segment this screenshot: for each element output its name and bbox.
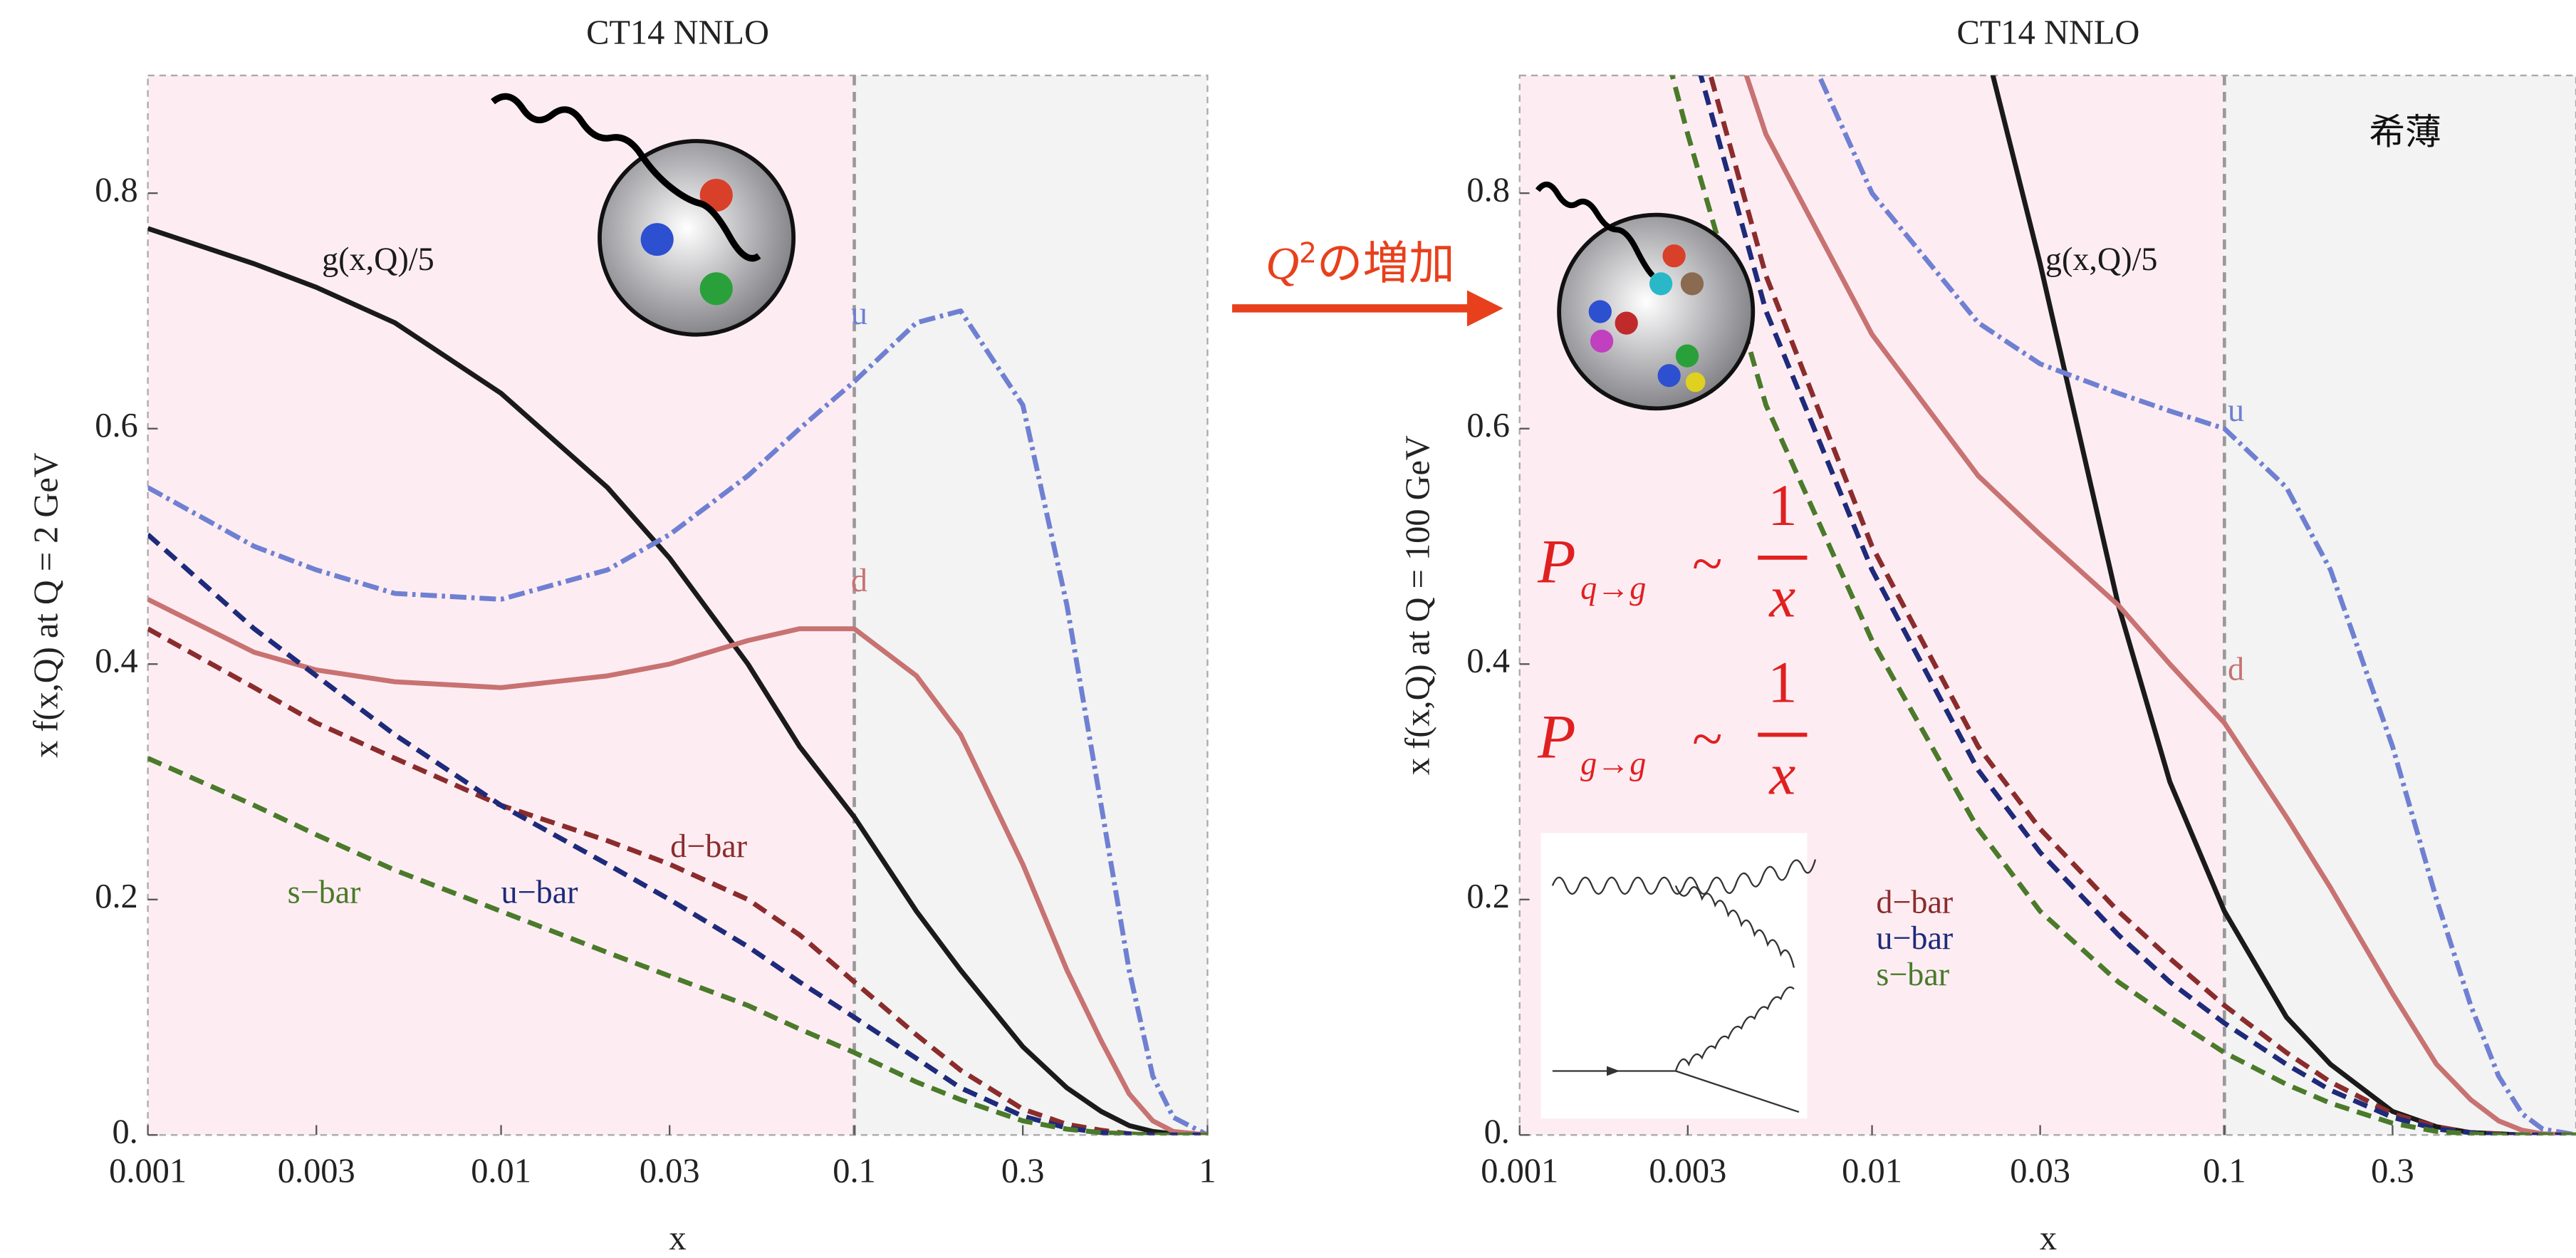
formula: P g→g ~ 1 x	[1537, 650, 1808, 806]
x-tick-label: 0.03	[2010, 1153, 2070, 1190]
y-axis-label: x f(x,Q) at Q = 100 GeV	[1399, 435, 1436, 775]
series-label: d−bar	[670, 828, 747, 864]
curve	[147, 597, 1208, 1135]
series-label: d	[2228, 651, 2244, 687]
x-tick-label: 0.1	[2203, 1153, 2246, 1190]
curve	[147, 532, 1208, 1135]
chart-title: CT14 NNLO	[586, 14, 769, 52]
y-tick-label: 0.8	[95, 171, 138, 209]
chart-title: CT14 NNLO	[1957, 14, 2140, 52]
plot-frame	[147, 74, 1209, 1136]
proton-icon	[491, 93, 796, 337]
decorations: Q2の増加 希薄 P q→g ~ 1 x P g→g ~ 1 x	[491, 93, 2441, 1119]
y-tick-label: 0.6	[1466, 407, 1510, 445]
x-tick-label: 0.001	[109, 1153, 187, 1190]
formula-num: 1	[1768, 650, 1798, 715]
dilute-label: 希薄	[2369, 111, 2441, 153]
x-tick-label: 0.3	[1001, 1153, 1045, 1190]
y-tick-label: 0.8	[1466, 171, 1510, 209]
formula-p: P	[1537, 526, 1576, 596]
y-tick-label: 0.	[1484, 1113, 1510, 1150]
series-label: g(x,Q)/5	[2045, 241, 2158, 277]
series-label: s−bar	[288, 874, 361, 910]
shade-region	[854, 75, 1208, 1135]
y-tick-label: 0.2	[95, 878, 138, 915]
formula-sub: g→g	[1580, 745, 1646, 781]
x-tick-label: 0.3	[2371, 1153, 2414, 1190]
x-tick-label: 0.003	[278, 1153, 355, 1190]
x-tick-label: 0.01	[1842, 1153, 1902, 1190]
y-tick-label: 0.2	[1466, 878, 1510, 915]
x-tick-label: 0.1	[833, 1153, 876, 1190]
series-label: s−bar	[1876, 956, 1949, 992]
x-tick-label: 1	[1199, 1153, 1216, 1190]
x-axis-label: x	[2040, 1220, 2057, 1257]
x-tick-label: 0.03	[640, 1153, 700, 1190]
series-label: d−bar	[1876, 884, 1953, 920]
series-label: u−bar	[501, 874, 578, 910]
curves	[147, 226, 1208, 1135]
x-tick-label: 0.01	[471, 1153, 531, 1190]
formula-num: 1	[1768, 472, 1798, 538]
plot: CT14 NNLO x x f(x,Q) at Q = 100 GeV 0. 0.2 0.…	[1399, 14, 2576, 1257]
curves	[1669, 75, 2576, 1135]
proton-icon	[1535, 182, 1756, 411]
series-label: u−bar	[1876, 920, 1953, 956]
formula-sub: q→g	[1580, 569, 1646, 605]
x-tick-label: 0.003	[1649, 1153, 1726, 1190]
curve	[1698, 75, 2576, 1135]
shade-region	[2224, 75, 2576, 1135]
series-label: u	[851, 295, 867, 331]
formula-p: P	[1537, 702, 1576, 771]
arrow	[1232, 290, 1503, 327]
formula-den: x	[1768, 564, 1795, 630]
x-tick-label: 0.001	[1481, 1153, 1558, 1190]
curve	[147, 756, 1208, 1135]
x-axis-label: x	[669, 1220, 686, 1257]
y-tick-label: 0.4	[95, 642, 138, 680]
arrow-label: Q2の増加	[1266, 236, 1454, 290]
formula-den: x	[1768, 741, 1795, 806]
formula-sim: ~	[1692, 708, 1722, 770]
formula: P q→g ~ 1 x	[1537, 472, 1808, 630]
series-label: d	[851, 562, 867, 598]
curve	[147, 308, 1208, 1135]
formula-sim: ~	[1692, 532, 1722, 594]
y-axis-label: x f(x,Q) at Q = 2 GeV	[27, 452, 65, 758]
curve	[147, 226, 1208, 1135]
y-tick-label: 0.4	[1466, 642, 1510, 680]
y-tick-label: 0.	[112, 1113, 137, 1150]
feynman-diagram	[1540, 833, 1817, 1119]
curve	[1669, 75, 2576, 1135]
series-label: u	[2228, 392, 2244, 428]
curve	[1816, 75, 2576, 1135]
y-tick-label: 0.6	[95, 407, 138, 445]
series-label: g(x,Q)/5	[322, 241, 434, 277]
plot-frame	[1518, 74, 2576, 1136]
curve	[1743, 75, 2576, 1135]
